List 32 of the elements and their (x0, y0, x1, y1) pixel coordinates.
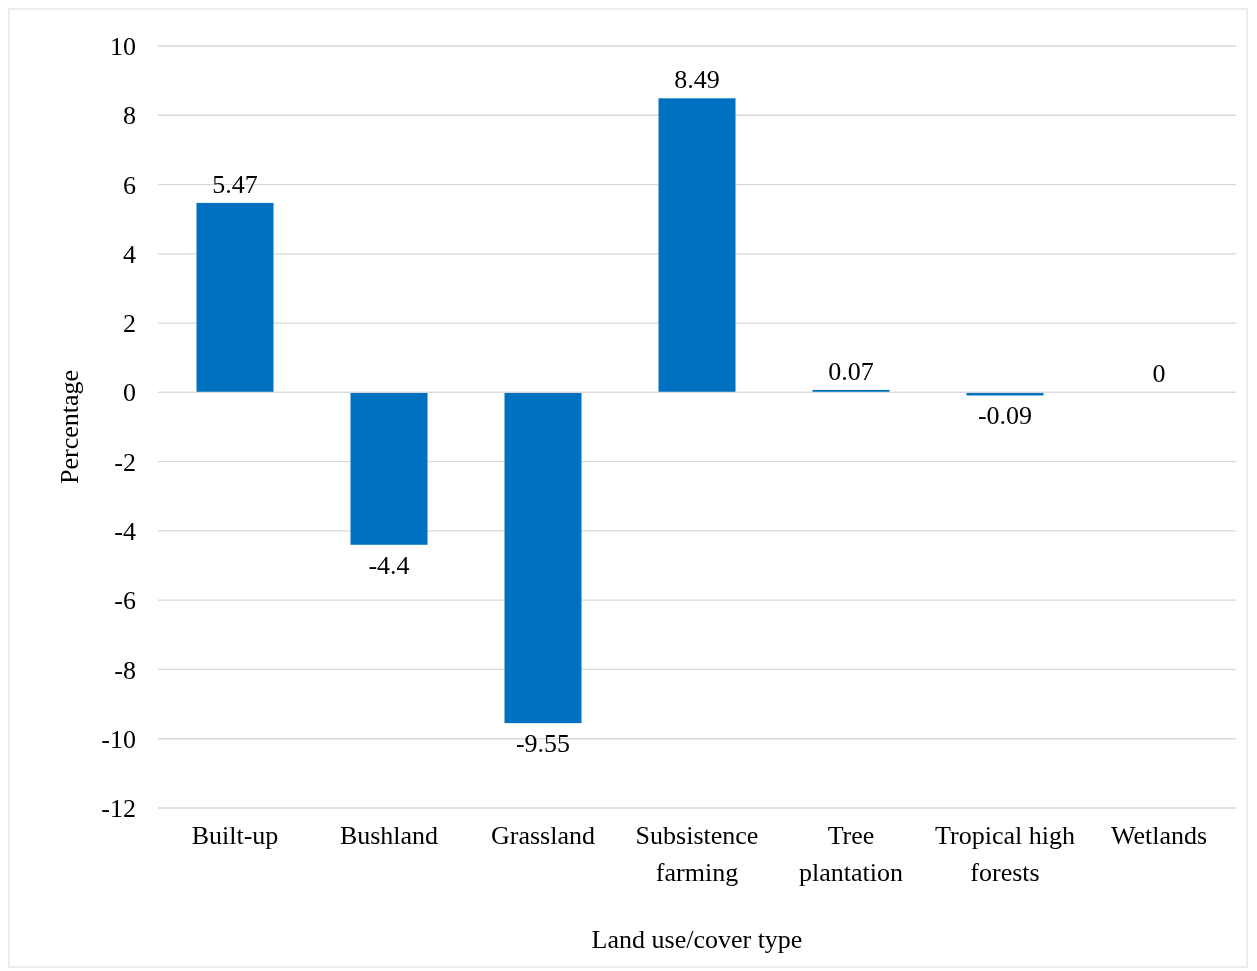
x-tick-label: Grassland (491, 821, 595, 850)
y-axis-title: Percentage (55, 369, 84, 485)
y-tick-label: 2 (123, 309, 136, 339)
y-tick-label: -4 (114, 517, 136, 547)
bar (196, 202, 274, 393)
x-tick-label: Wetlands (1110, 821, 1208, 850)
x-tick-label: Tropical high forests (935, 821, 1075, 887)
bar (504, 392, 582, 724)
data-label: 8.49 (674, 65, 720, 95)
y-tick-label: -12 (101, 794, 136, 824)
x-axis-title: Land use/cover type (591, 925, 803, 954)
x-tick-label: Subsistence farming (635, 821, 759, 887)
y-tick-label: -8 (114, 655, 136, 685)
data-label: -0.09 (977, 401, 1033, 431)
y-tick-label: -10 (101, 724, 136, 754)
x-tick-label: Bushland (339, 821, 439, 850)
bar (658, 98, 736, 393)
y-tick-label: -6 (114, 586, 136, 616)
y-tick-label: 10 (110, 32, 136, 62)
data-label: -9.55 (515, 728, 571, 758)
y-tick-label: 0 (123, 378, 136, 408)
data-label: 5.47 (212, 169, 258, 199)
y-tick-label: 8 (123, 101, 136, 131)
y-tick-label: 4 (123, 239, 136, 269)
y-tick-label: 6 (123, 170, 136, 200)
y-tick-label: -2 (114, 447, 136, 477)
data-label: 0 (1152, 359, 1166, 389)
x-tick-label: Tree plantation (799, 821, 903, 887)
data-label: -4.4 (368, 550, 410, 580)
x-tick-label: Built-up (191, 821, 279, 850)
bar (350, 392, 428, 545)
data-label: 0.07 (828, 356, 874, 386)
